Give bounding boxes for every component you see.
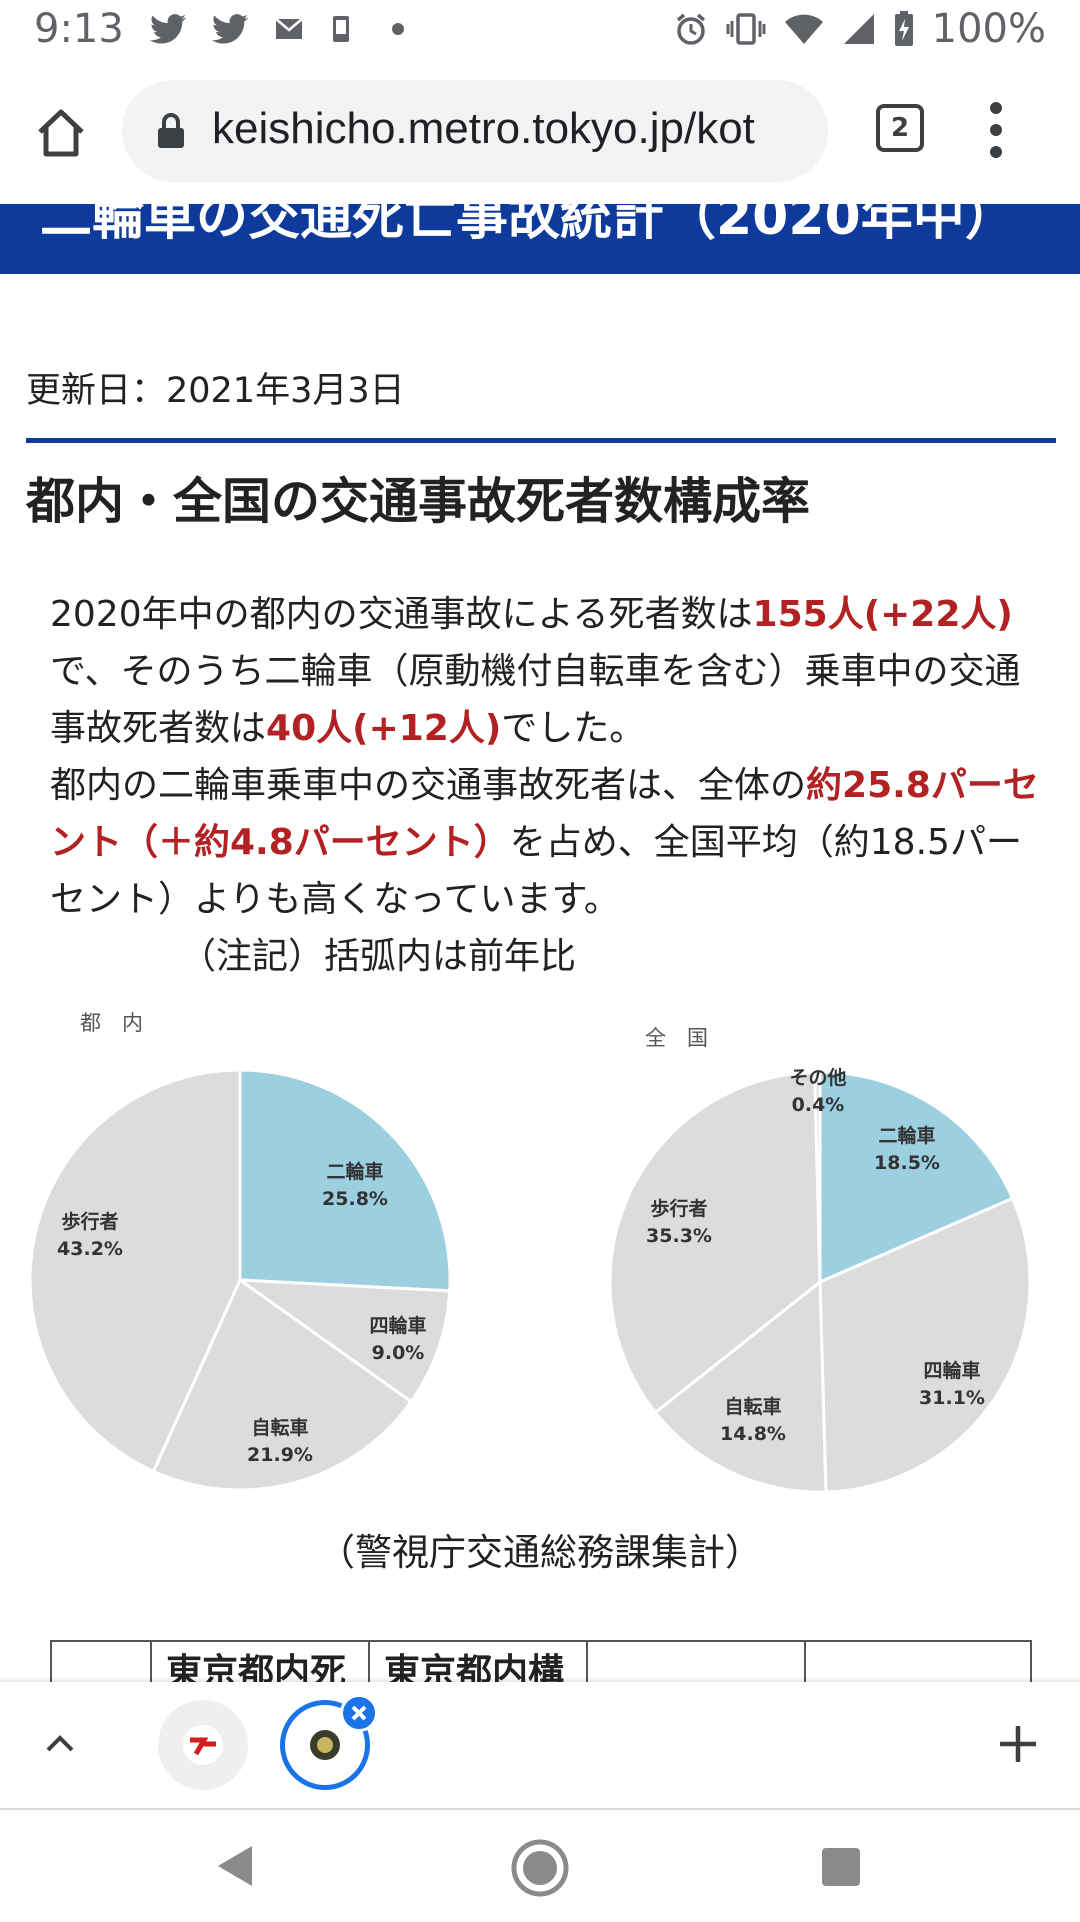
pie-label: 二輪車 xyxy=(878,1124,935,1147)
pie-value-label: 14.8% xyxy=(720,1423,786,1445)
pie-label: 歩行者 xyxy=(61,1210,118,1233)
emphasis-percentage: 約25.8パーセント（＋約4.8パーセント） xyxy=(50,765,1039,863)
pie-label: 二輪車 xyxy=(326,1160,383,1183)
notification-icons xyxy=(150,14,404,44)
pie-slice xyxy=(818,1196,1032,1494)
table-header-cell xyxy=(804,1642,1030,1684)
pie-value-label: 43.2% xyxy=(57,1238,123,1260)
wifi-icon xyxy=(784,14,823,44)
section-title: 都内・全国の交通事故死者数構成率 xyxy=(26,473,811,530)
status-time: 9:13 xyxy=(34,6,124,52)
footnote: （注記）括弧内は前年比 xyxy=(180,936,577,977)
home-nav-icon[interactable] xyxy=(510,1838,570,1898)
table-header-cell: 東京都内死 xyxy=(150,1642,368,1684)
twitter-icon xyxy=(212,14,248,44)
pie-label: 自転車 xyxy=(251,1416,308,1439)
status-bar: 9:13 100% xyxy=(0,0,1080,62)
section-divider xyxy=(26,438,1056,443)
emphasis-motorcycle-deaths: 40人(+12人) xyxy=(266,708,502,749)
pie-slice xyxy=(238,1068,452,1293)
tab-switcher-button[interactable]: 2 xyxy=(876,104,924,152)
lock-icon xyxy=(158,113,184,148)
battery-percent: 100% xyxy=(931,6,1046,52)
pie-value-label: 21.9% xyxy=(247,1444,313,1466)
text: で、そのうち二輪車（原動機付自転車を含む）乗車中の交通事故死者数は xyxy=(50,651,1021,749)
pie-value-label: 35.3% xyxy=(646,1225,712,1247)
pie-value-label: 9.0% xyxy=(372,1342,425,1364)
police-emblem-icon xyxy=(310,1730,340,1760)
chevron-up-icon[interactable] xyxy=(44,1728,76,1760)
pie-slice xyxy=(28,1068,242,1474)
system-nav-bar xyxy=(0,1808,1080,1922)
pie-value-label: 25.8% xyxy=(322,1188,388,1210)
text: 2020年中の都内の交通事故による死者数は xyxy=(50,594,753,635)
signal-icon xyxy=(843,14,874,44)
site-favicon-icon xyxy=(183,1725,223,1765)
pie-title: 全 国 xyxy=(645,1026,708,1050)
emphasis-total-deaths: 155人(+22人) xyxy=(752,594,1013,635)
pie-label: 四輪車 xyxy=(923,1359,980,1382)
vibrate-icon xyxy=(726,13,766,45)
text: を占め、全国平均（約18.5パーセント）よりも高くなっています。 xyxy=(50,822,1022,920)
overflow-menu-icon[interactable] xyxy=(986,96,1006,168)
statistics-table: 東京都内死 東京都内構 xyxy=(50,1640,1032,1684)
phone-icon xyxy=(333,16,349,42)
body-paragraph: 2020年中の都内の交通事故による死者数は155人(+22人) で、そのうち二輪車… xyxy=(50,586,1040,985)
battery-icon xyxy=(894,11,913,46)
pie-title: 都 内 xyxy=(80,1011,143,1035)
text: 都内の二輪車乗車中の交通事故死者は、全体の xyxy=(50,765,807,806)
address-bar[interactable]: keishicho.metro.tokyo.jp/kot xyxy=(122,80,828,182)
pie-slice xyxy=(608,1070,822,1415)
close-tab-icon[interactable] xyxy=(340,1694,378,1732)
recents-icon[interactable] xyxy=(822,1848,860,1886)
data-source: （警視庁交通総務課集計） xyxy=(318,1531,762,1574)
updated-date: 更新日：2021年3月3日 xyxy=(26,371,405,411)
pie-slice xyxy=(818,1070,1015,1285)
pie-label: 歩行者 xyxy=(650,1197,707,1220)
pie-slice xyxy=(234,1278,452,1404)
page-banner: 二輪車の交通死亡事故統計（2020年中） xyxy=(0,204,1080,274)
pie-slice xyxy=(813,1070,822,1283)
pie-charts: 都 内二輪車 25.8% 四輪車 9.0% 自転車 21.9% 歩行者 43.2% 全 国二輪車… xyxy=(0,1000,1080,1520)
pie-value-label: 31.1% xyxy=(919,1387,985,1409)
system-icons: 100% xyxy=(674,6,1046,52)
table-header-cell xyxy=(586,1642,804,1684)
pie-slice xyxy=(653,1278,828,1494)
pie-label: 自転車 xyxy=(724,1395,781,1418)
alarm-icon xyxy=(676,13,705,45)
twitter-icon xyxy=(150,14,186,44)
notification-dot xyxy=(392,23,404,35)
tab-thumbnail[interactable] xyxy=(158,1700,248,1790)
back-icon[interactable] xyxy=(214,1842,256,1890)
url-text: keishicho.metro.tokyo.jp/kot xyxy=(212,104,755,153)
pie-label: その他 xyxy=(789,1066,846,1089)
pie-value-label: 18.5% xyxy=(874,1152,940,1174)
text: でした。 xyxy=(501,708,646,749)
table-header-cell: 東京都内構 xyxy=(368,1642,586,1684)
bottom-tab-strip xyxy=(0,1682,1080,1808)
pie-value-label: 0.4% xyxy=(792,1094,845,1116)
banner-title: 二輪車の交通死亡事故統計（2020年中） xyxy=(40,204,1017,247)
table-header-cell xyxy=(52,1642,150,1684)
home-icon[interactable] xyxy=(30,102,92,164)
browser-toolbar: keishicho.metro.tokyo.jp/kot 2 xyxy=(0,62,1080,204)
tab-thumbnail-active[interactable] xyxy=(280,1700,370,1790)
pie-label: 四輪車 xyxy=(369,1314,426,1337)
mail-icon xyxy=(275,18,303,39)
add-tab-icon[interactable] xyxy=(996,1722,1040,1766)
